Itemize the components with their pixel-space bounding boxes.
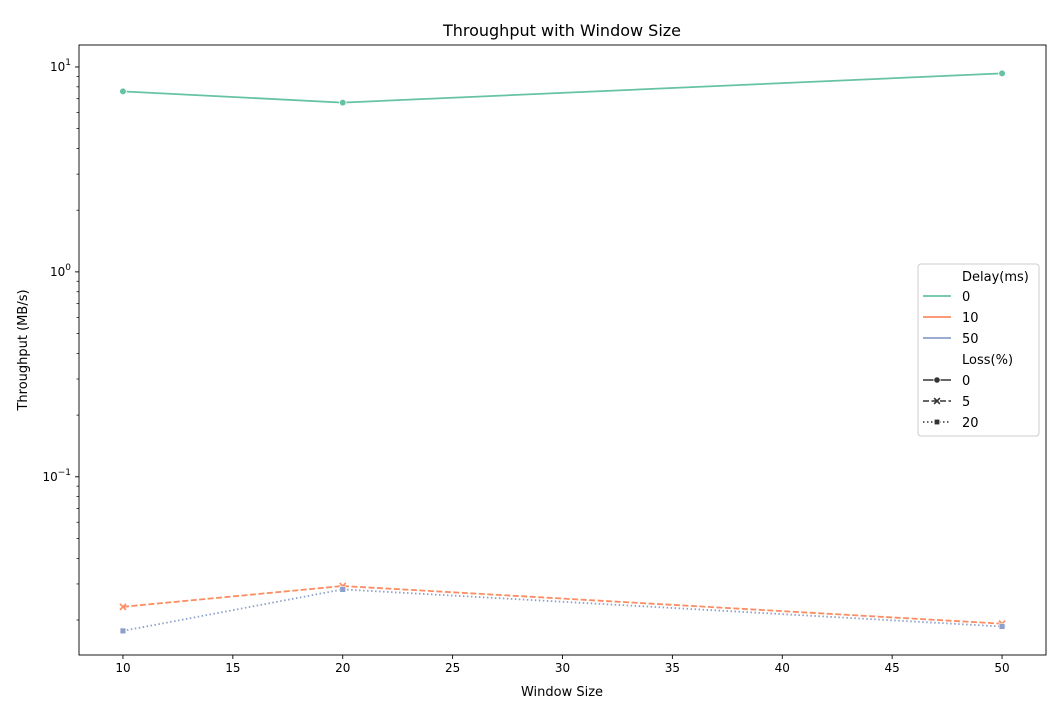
x-tick-label-20: 20: [335, 661, 350, 675]
y-tick-label-0.1: 10−1: [42, 468, 71, 484]
y-tick-label-10: 101: [50, 58, 71, 74]
legend-hue-label-1: 10: [962, 311, 979, 326]
y-axis-label: Throughput (MB/s): [16, 289, 31, 411]
data-point-2-1: [339, 586, 346, 593]
legend-hue-label-2: 50: [962, 332, 979, 347]
legend-hue-title: Delay(ms): [962, 270, 1029, 285]
legend-style-label-2: 20: [962, 416, 979, 431]
x-axis-label: Window Size: [521, 685, 603, 700]
chart-title: Throughput with Window Size: [442, 21, 681, 40]
legend-style-marker-1-stroke-b: [933, 397, 941, 405]
legend-style-marker-2: [933, 418, 941, 426]
legend-style-marker-1: [933, 397, 941, 405]
legend-frame: [917, 263, 1040, 437]
x-tick-label-50: 50: [994, 661, 1009, 675]
x-tick-label-15: 15: [225, 661, 240, 675]
x-tick-label-40: 40: [775, 661, 790, 675]
data-point-0-2: [998, 69, 1006, 78]
data-point-1-0-stroke-b: [119, 603, 127, 611]
x-tick-label-45: 45: [885, 661, 900, 675]
legend-style-title: Loss(%): [962, 353, 1013, 368]
data-point-2-2: [998, 623, 1006, 630]
data-point-0-1: [338, 98, 347, 107]
legend-style-label-0: 0: [962, 374, 970, 389]
x-tick-label-10: 10: [115, 661, 130, 675]
y-tick-label-1: 100: [50, 263, 71, 279]
legend-style-label-1: 5: [962, 395, 970, 410]
series-line-1: [122, 585, 1003, 625]
legend-style-marker-0: [933, 376, 941, 384]
x-tick-label-35: 35: [665, 661, 680, 675]
x-tick-label-30: 30: [555, 661, 570, 675]
data-point-0-0: [119, 87, 127, 96]
data-point-1-0: [119, 603, 127, 611]
legend: Delay(ms) 0 10 50 Loss(%) 0 5 20: [917, 263, 1040, 437]
data-point-2-0: [119, 627, 127, 635]
legend-hue-label-0: 0: [962, 290, 970, 305]
x-tick-label-25: 25: [445, 661, 460, 675]
